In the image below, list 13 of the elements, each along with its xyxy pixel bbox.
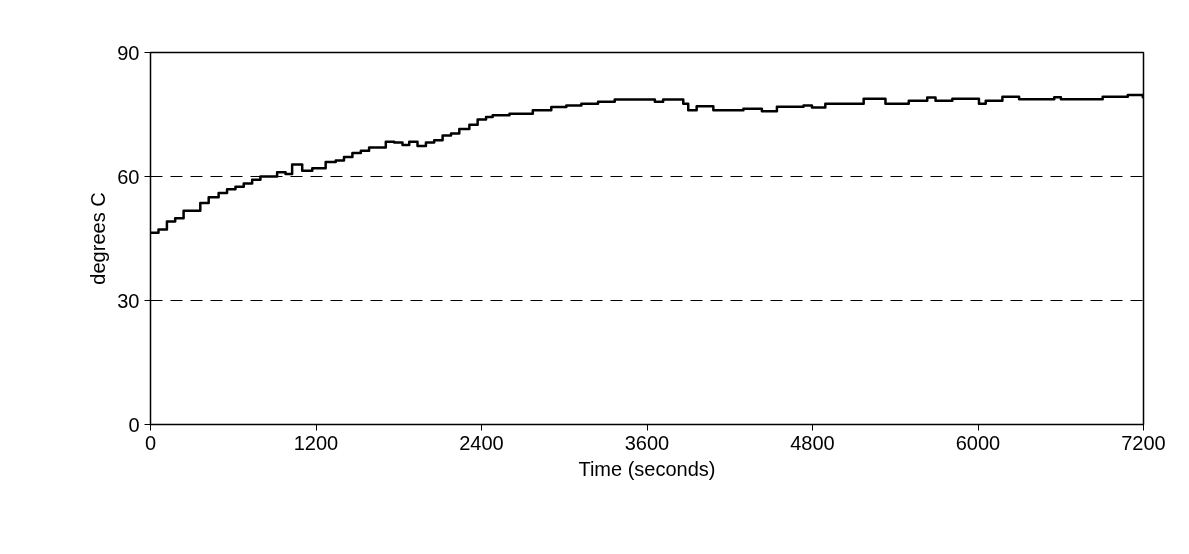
x-tick-label: 6000 [955, 431, 1001, 454]
y-tick-label: 60 [117, 165, 140, 188]
x-tick-label: 4800 [790, 431, 835, 454]
x-tick-label: 3600 [624, 431, 670, 454]
x-axis-title: Time (seconds) [578, 457, 716, 480]
y-tick-label: 30 [117, 289, 140, 312]
x-tick-label: 0 [144, 431, 157, 454]
x-tick-label: 2400 [459, 431, 504, 454]
x-tick-label: 1200 [293, 431, 339, 454]
y-tick-label: 90 [117, 41, 140, 64]
y-tick-label: 0 [128, 413, 140, 436]
x-tick-label: 7200 [1121, 431, 1166, 454]
y-axis-title: degrees C [87, 192, 110, 285]
